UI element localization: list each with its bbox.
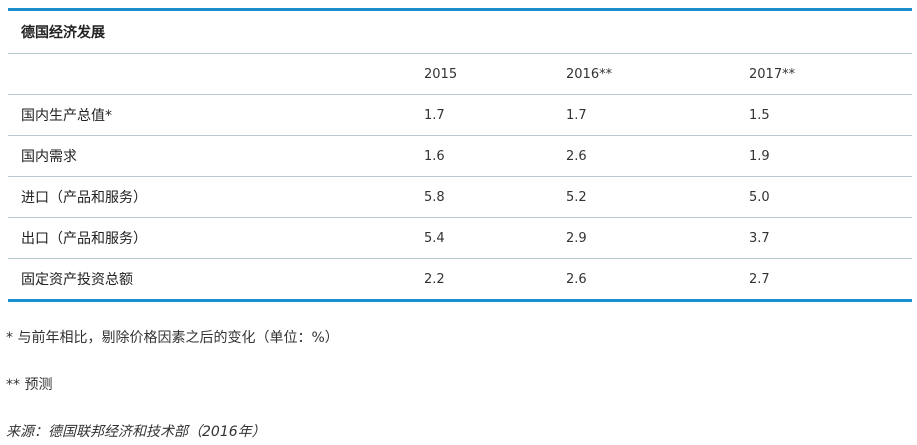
row-label: 国内生产总值* [21, 108, 112, 124]
table-cell: 2.9 [566, 230, 587, 246]
table-cell: 1.5 [749, 107, 770, 123]
table-cell: 5.8 [424, 189, 445, 205]
table-cell: 1.7 [566, 107, 587, 123]
table-cell: 2.2 [424, 271, 445, 287]
table-cell: 2.7 [749, 271, 770, 287]
economy-table: 德国经济发展 2015 2016** 2017** 国内生产总值* 1.7 1.… [8, 8, 912, 302]
column-header-2017: 2017** [749, 66, 796, 82]
footnote-forecast: ** 预测 [6, 377, 53, 393]
column-header-2016: 2016** [566, 66, 613, 82]
table-title: 德国经济发展 [8, 11, 912, 54]
table-cell: 2.6 [566, 148, 587, 164]
table-cell: 2.6 [566, 271, 587, 287]
table-header-row: 2015 2016** 2017** [8, 54, 912, 95]
row-label: 国内需求 [21, 149, 77, 165]
column-header-2015: 2015 [424, 66, 458, 82]
row-label: 出口（产品和服务） [21, 231, 147, 247]
source-note: 来源：德国联邦经济和技术部（2016年） [6, 424, 266, 440]
table-row-domestic-demand: 国内需求 1.6 2.6 1.9 [8, 136, 912, 177]
table-cell: 1.6 [424, 148, 445, 164]
table-row-exports: 出口（产品和服务） 5.4 2.9 3.7 [8, 218, 912, 259]
row-label: 固定资产投资总额 [21, 272, 133, 288]
table-cell: 3.7 [749, 230, 770, 246]
table-row-gdp: 国内生产总值* 1.7 1.7 1.5 [8, 95, 912, 136]
table-row-imports: 进口（产品和服务） 5.8 5.2 5.0 [8, 177, 912, 218]
table-cell: 5.4 [424, 230, 445, 246]
table-cell: 5.2 [566, 189, 587, 205]
table-cell: 5.0 [749, 189, 770, 205]
row-label: 进口（产品和服务） [21, 190, 147, 206]
footnote-price-adjusted: * 与前年相比，剔除价格因素之后的变化（单位：%） [6, 330, 339, 346]
table-cell: 1.9 [749, 148, 770, 164]
table-row-fixed-investment: 固定资产投资总额 2.2 2.6 2.7 [8, 259, 912, 299]
table-cell: 1.7 [424, 107, 445, 123]
